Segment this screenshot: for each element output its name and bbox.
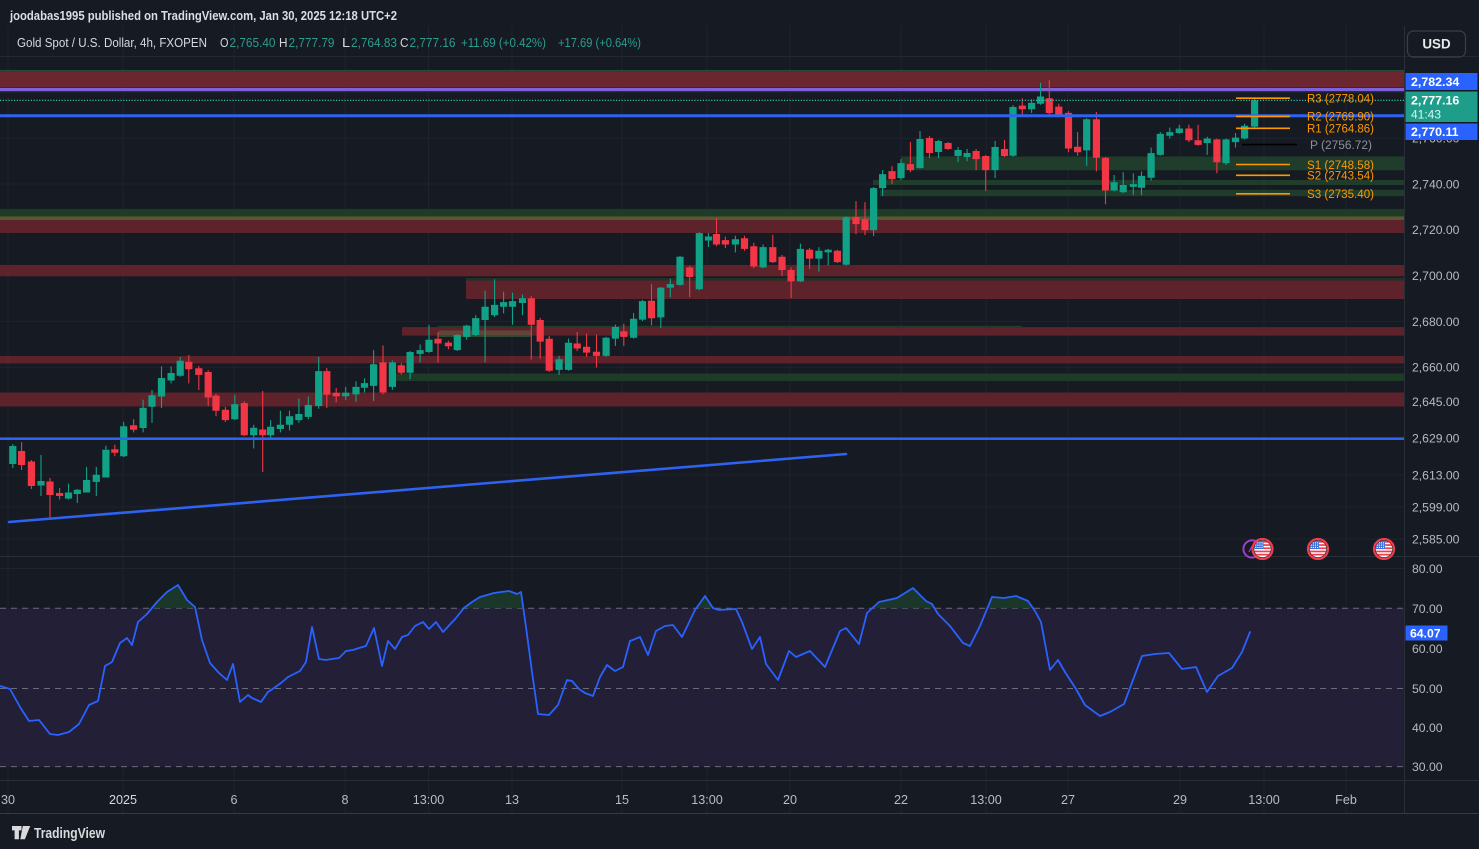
- svg-text:TradingView: TradingView: [34, 826, 106, 842]
- svg-text:R3 (2778.04): R3 (2778.04): [1307, 92, 1374, 106]
- svg-text:joodabas1995 published on Trad: joodabas1995 published on TradingView.co…: [9, 8, 397, 23]
- svg-text:2025: 2025: [109, 793, 137, 807]
- svg-text:O: O: [220, 36, 229, 50]
- svg-text:P (2756.72): P (2756.72): [1310, 138, 1372, 152]
- svg-text:29: 29: [1173, 793, 1187, 807]
- svg-text:80.00: 80.00: [1412, 562, 1443, 576]
- svg-text:C: C: [400, 36, 409, 50]
- svg-text:2,740.00: 2,740.00: [1412, 177, 1460, 191]
- svg-text:2,585.00: 2,585.00: [1412, 532, 1460, 546]
- svg-text:2,765.40: 2,765.40: [230, 36, 276, 50]
- svg-text:13:00: 13:00: [1248, 793, 1280, 807]
- svg-text:L: L: [342, 36, 350, 50]
- svg-text:40.00: 40.00: [1412, 721, 1443, 735]
- svg-text:R1 (2764.86): R1 (2764.86): [1307, 122, 1374, 136]
- svg-text:Gold Spot / U.S. Dollar, 4h, F: Gold Spot / U.S. Dollar, 4h, FXOPEN: [17, 36, 207, 50]
- svg-text:30.00: 30.00: [1412, 760, 1443, 774]
- svg-text:2,782.34: 2,782.34: [1411, 75, 1459, 89]
- svg-text:2,700.00: 2,700.00: [1412, 269, 1460, 283]
- svg-text:2,777.79: 2,777.79: [289, 36, 335, 50]
- svg-text:+11.69 (+0.42%): +11.69 (+0.42%): [461, 36, 546, 50]
- svg-text:22: 22: [894, 793, 908, 807]
- svg-text:2,613.00: 2,613.00: [1412, 468, 1460, 482]
- svg-text:S3 (2735.40): S3 (2735.40): [1307, 187, 1374, 201]
- svg-text:2,777.16: 2,777.16: [410, 36, 456, 50]
- svg-text:2,629.00: 2,629.00: [1412, 432, 1460, 446]
- svg-text:2,720.00: 2,720.00: [1412, 223, 1460, 237]
- svg-text:6: 6: [230, 793, 237, 807]
- svg-text:2,680.00: 2,680.00: [1412, 315, 1460, 329]
- svg-text:2,660.00: 2,660.00: [1412, 361, 1460, 375]
- svg-text:27: 27: [1061, 793, 1075, 807]
- svg-text:60.00: 60.00: [1412, 642, 1443, 656]
- svg-text:2,599.00: 2,599.00: [1412, 500, 1460, 514]
- svg-text:S2 (2743.54): S2 (2743.54): [1307, 169, 1374, 183]
- svg-text:2,777.16: 2,777.16: [1411, 94, 1459, 108]
- svg-text:64.07: 64.07: [1410, 626, 1441, 640]
- svg-text:30: 30: [1, 793, 15, 807]
- svg-text:R2 (2769.90): R2 (2769.90): [1307, 110, 1374, 124]
- svg-text:+17.69 (+0.64%): +17.69 (+0.64%): [558, 36, 641, 50]
- svg-text:70.00: 70.00: [1412, 602, 1443, 616]
- svg-text:20: 20: [783, 793, 797, 807]
- svg-text:2,764.83: 2,764.83: [351, 36, 397, 50]
- svg-text:H: H: [279, 36, 288, 50]
- svg-text:50.00: 50.00: [1412, 682, 1443, 696]
- svg-text:Feb: Feb: [1335, 793, 1357, 807]
- svg-text:13:00: 13:00: [413, 793, 445, 807]
- svg-text:USD: USD: [1422, 37, 1451, 52]
- svg-text:41:43: 41:43: [1411, 108, 1441, 122]
- svg-text:13:00: 13:00: [691, 793, 723, 807]
- svg-text:13:00: 13:00: [970, 793, 1002, 807]
- svg-text:S1 (2748.58): S1 (2748.58): [1307, 158, 1374, 172]
- svg-text:2,770.11: 2,770.11: [1411, 125, 1459, 139]
- svg-text:15: 15: [615, 793, 629, 807]
- svg-text:2,645.00: 2,645.00: [1412, 395, 1460, 409]
- svg-text:8: 8: [341, 793, 348, 807]
- svg-text:13: 13: [505, 793, 519, 807]
